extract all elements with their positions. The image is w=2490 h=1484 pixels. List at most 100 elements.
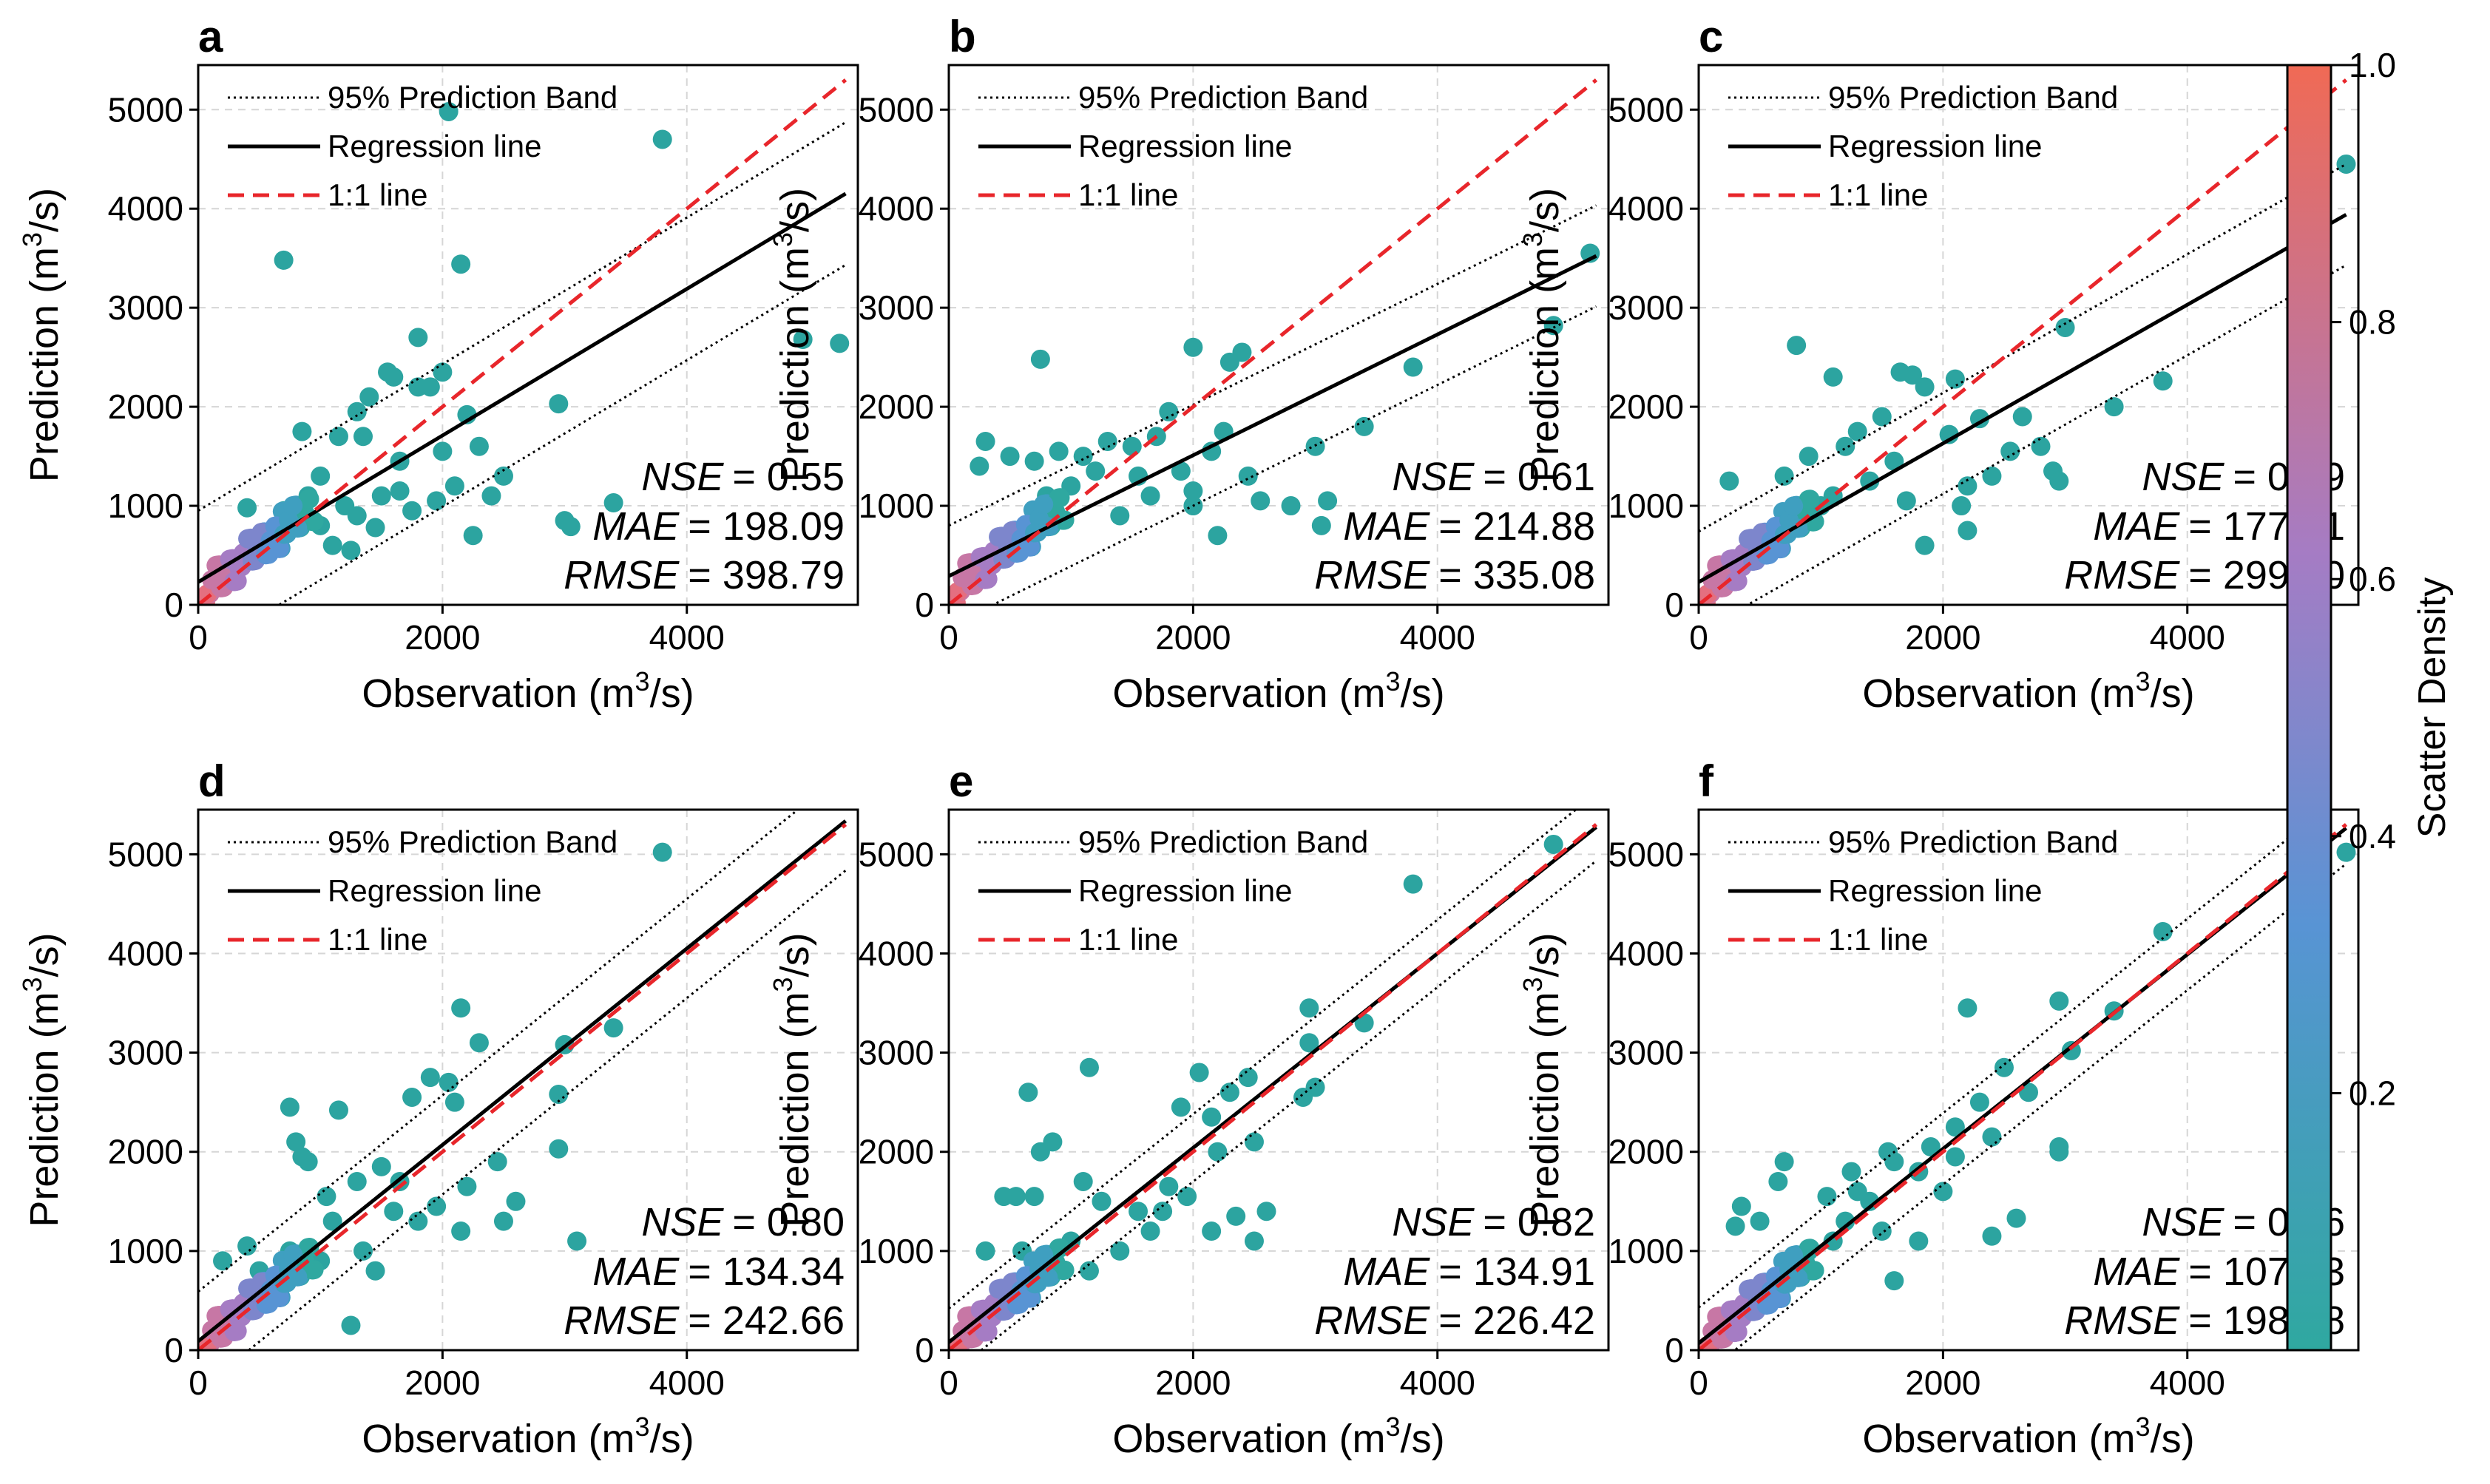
mae-stat: MAE = 134.34 xyxy=(592,1250,845,1294)
scatter-point xyxy=(1750,1211,1770,1231)
x-axis-title-tail: /s) xyxy=(650,1417,694,1461)
scatter-point xyxy=(1159,1176,1179,1196)
legend-regression-label: Regression line xyxy=(1078,129,1293,163)
scatter-point xyxy=(1110,506,1130,526)
scatter-point xyxy=(427,1196,447,1216)
scatter-point xyxy=(567,1231,587,1251)
x-tick-label: 0 xyxy=(189,1363,208,1402)
mae-stat-label: MAE xyxy=(1343,504,1430,549)
scatter-point xyxy=(451,1222,471,1241)
x-tick-label: 0 xyxy=(1689,1363,1708,1402)
legend-band-label: 95% Prediction Band xyxy=(1828,824,2118,859)
scatter-point xyxy=(1171,1097,1191,1117)
scatter-point xyxy=(237,498,257,518)
panel-d: 0 2000 4000 0 1000 2000 3000 4000 5000 Observatio… xyxy=(17,756,859,1461)
scatter-point xyxy=(439,1072,459,1092)
scatter-point xyxy=(408,328,428,348)
y-axis-title-main: Prediction (m xyxy=(1523,247,1567,482)
nse-stat-value: = 0.80 xyxy=(732,1200,845,1244)
y-axis-title: Prediction (m3/s) xyxy=(1518,188,1567,482)
scatter-point xyxy=(1994,1057,2014,1077)
scatter-point xyxy=(1189,1063,1209,1082)
scatter-point xyxy=(561,517,581,537)
mae-stat: MAE = 214.88 xyxy=(1343,504,1595,549)
rmse-stat: RMSE = 398.79 xyxy=(564,553,845,597)
panel-letter: f xyxy=(1699,756,1714,806)
y-tick-label: 2000 xyxy=(1608,1133,1684,1171)
y-axis-title-main: Prediction (m xyxy=(22,992,67,1227)
density-point xyxy=(298,489,318,509)
y-tick-label: 3000 xyxy=(859,288,934,327)
scatter-point xyxy=(830,333,850,353)
x-tick-label: 4000 xyxy=(2150,618,2225,657)
scatter-point xyxy=(549,394,569,414)
scatter-point xyxy=(2153,921,2173,941)
x-axis-title-sup: 3 xyxy=(2136,1412,2151,1442)
scatter-point xyxy=(1177,1187,1197,1207)
colorbar-tick-label: 0.6 xyxy=(2349,560,2396,598)
rmse-stat: RMSE = 242.66 xyxy=(564,1298,845,1343)
x-axis-title: Observation (m3/s) xyxy=(362,1412,694,1461)
rmse-stat-label: RMSE xyxy=(1314,553,1430,597)
x-axis-title-sup: 3 xyxy=(635,1412,650,1442)
plot-frame xyxy=(1697,808,2360,1352)
density-point xyxy=(1784,496,1804,516)
scatter-point xyxy=(1073,447,1093,467)
scatter-point xyxy=(384,367,404,387)
mae-stat-value: = 134.34 xyxy=(688,1250,845,1294)
y-axis-title-sup: 3 xyxy=(768,977,798,992)
prediction-band-upper xyxy=(1699,810,2327,1309)
scatter-point xyxy=(1884,1152,1904,1172)
y-tick-label: 2000 xyxy=(859,387,934,426)
legend-oneone-label: 1:1 line xyxy=(1078,177,1178,212)
x-tick-label: 2000 xyxy=(405,1363,480,1402)
legend-band-label: 95% Prediction Band xyxy=(328,80,618,115)
rmse-stat-label: RMSE xyxy=(2064,553,2180,597)
panel-letter: a xyxy=(198,12,223,61)
scatter-point xyxy=(292,421,312,441)
scatter-point xyxy=(384,1202,404,1222)
scatter-point xyxy=(444,476,464,496)
scatter-point xyxy=(603,493,623,513)
fit-lines xyxy=(1699,810,2348,1350)
y-tick-label: 1000 xyxy=(1608,1232,1684,1270)
y-tick-label: 5000 xyxy=(859,835,934,873)
y-tick-label: 3000 xyxy=(859,1034,934,1072)
scatter-point xyxy=(1354,416,1374,436)
density-point xyxy=(288,518,308,538)
x-axis-title: Observation (m3/s) xyxy=(1862,666,2194,716)
x-axis-title-tail: /s) xyxy=(1401,671,1445,716)
scatter-point xyxy=(444,1092,464,1112)
scatter-point xyxy=(353,1241,373,1261)
scatter-point xyxy=(2012,407,2032,427)
legend-band-label: 95% Prediction Band xyxy=(1828,80,2118,115)
y-tick-label: 3000 xyxy=(108,1034,183,1072)
mae-stat: MAE = 134.91 xyxy=(1343,1250,1595,1294)
legend-oneone-label: 1:1 line xyxy=(328,177,427,212)
panel-letter: b xyxy=(949,12,976,61)
plot-frame xyxy=(947,808,1610,1352)
panel-a: 0 2000 4000 0 1000 2000 3000 4000 5000 Observatio… xyxy=(17,12,859,716)
regression-line xyxy=(198,819,848,1343)
density-point xyxy=(1034,495,1054,515)
scatter-point xyxy=(311,466,331,486)
scatter-point xyxy=(1171,461,1191,481)
colorbar-label: Scatter Density xyxy=(2411,577,2454,838)
y-axis-title: Prediction (m3/s) xyxy=(768,932,817,1227)
density-cluster xyxy=(198,489,324,605)
scatter-point xyxy=(408,377,428,397)
scatter-point xyxy=(439,101,459,121)
prediction-band-upper xyxy=(198,810,800,1293)
scatter-point xyxy=(371,1156,391,1176)
x-tick-label: 0 xyxy=(939,618,958,657)
x-axis-title-tail: /s) xyxy=(2151,1417,2195,1461)
scatter-point xyxy=(1129,1202,1148,1222)
y-tick-label: 0 xyxy=(1665,586,1684,624)
x-axis-title: Observation (m3/s) xyxy=(1112,1412,1444,1461)
scatter-point xyxy=(451,254,471,274)
legend-band-label: 95% Prediction Band xyxy=(328,824,618,859)
prediction-band-lower xyxy=(247,870,847,1350)
scatter-point xyxy=(1000,447,1020,467)
density-point xyxy=(1803,1261,1823,1281)
y-tick-label: 1000 xyxy=(1608,487,1684,525)
